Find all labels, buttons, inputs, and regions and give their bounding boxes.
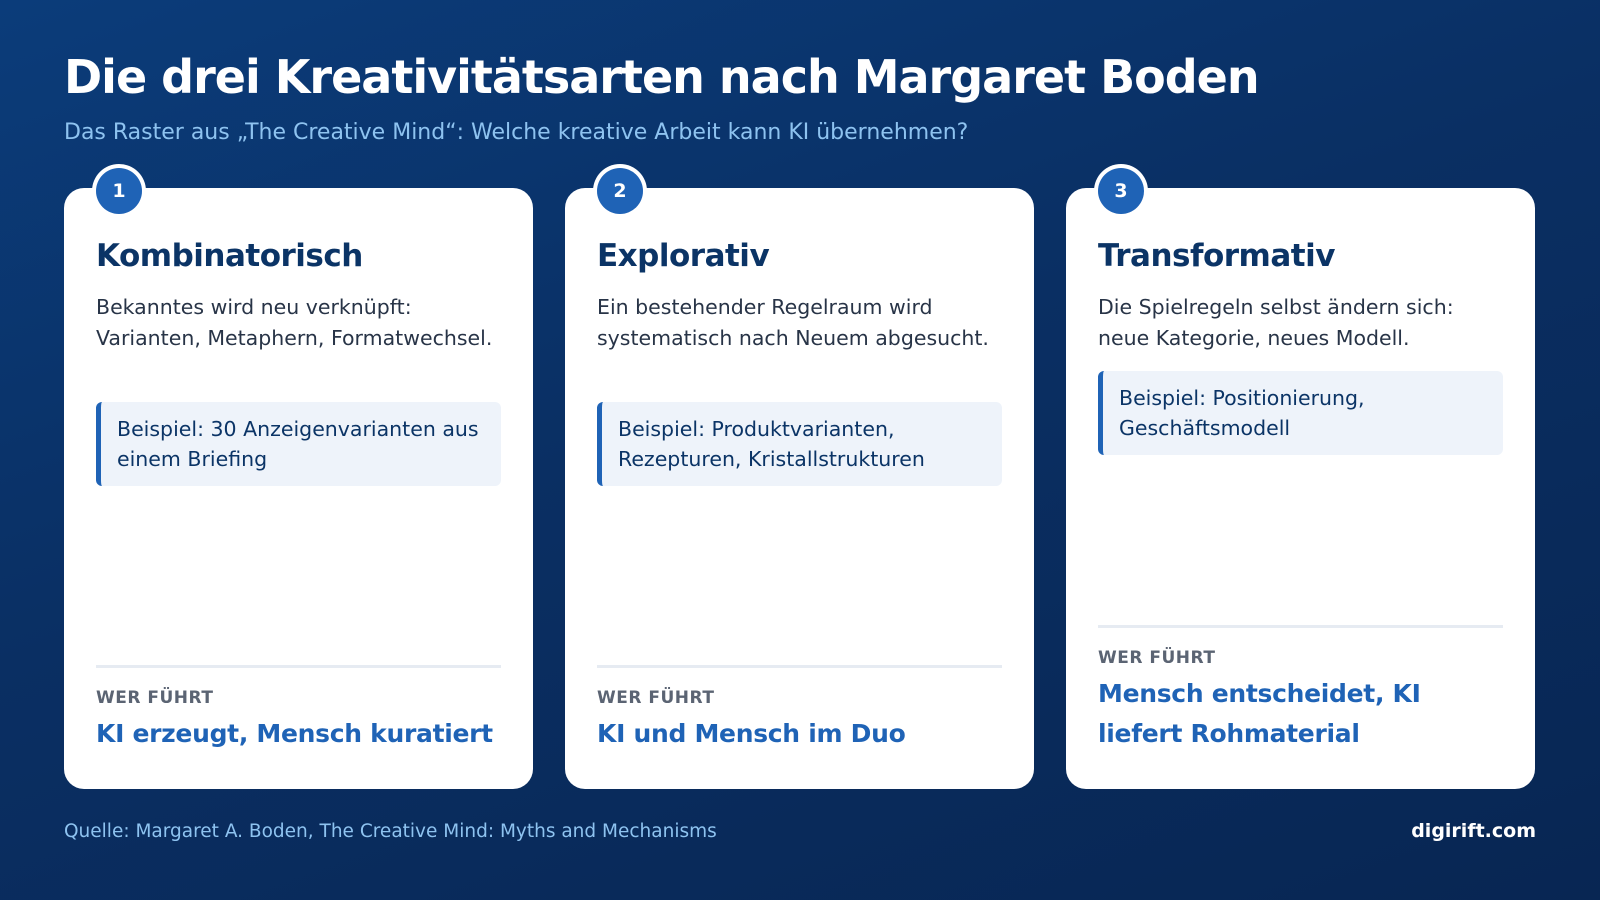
lead-label: WER FÜHRT xyxy=(96,688,214,708)
card-number-badge: 2 xyxy=(597,168,643,214)
card-divider xyxy=(1098,625,1503,628)
lead-label: WER FÜHRT xyxy=(597,688,715,708)
source-citation: Quelle: Margaret A. Boden, The Creative … xyxy=(64,821,717,842)
card-example: Beispiel: 30 Anzeigenvarianten aus einem… xyxy=(96,402,501,486)
card-divider xyxy=(96,665,501,668)
page-subtitle: Das Raster aus „The Creative Mind“: Welc… xyxy=(64,120,969,145)
card-transformativ: 3 Transformativ Die Spielregeln selbst ä… xyxy=(1066,168,1535,789)
card-title: Explorativ xyxy=(597,238,770,274)
lead-label: WER FÜHRT xyxy=(1098,648,1216,668)
card-description: Ein bestehender Regelraum wird systemati… xyxy=(597,295,989,350)
card-title: Kombinatorisch xyxy=(96,238,363,274)
card-divider xyxy=(597,665,1002,668)
card-example: Beispiel: Positionierung, Geschäftsmodel… xyxy=(1098,371,1503,455)
lead-value: Mensch entscheidet, KI liefert Rohmateri… xyxy=(1098,679,1421,748)
brand-logo-text: digirift.com xyxy=(1411,820,1536,842)
card-explorativ: 2 Explorativ Ein bestehender Regelraum w… xyxy=(565,168,1034,789)
card-description: Bekanntes wird neu verknüpft: Varianten,… xyxy=(96,295,493,350)
card-example: Beispiel: Produktvarianten, Rezepturen, … xyxy=(597,402,1002,486)
card-title: Transformativ xyxy=(1098,238,1335,274)
page-title: Die drei Kreativitätsarten nach Margaret… xyxy=(64,50,1260,104)
card-number-badge: 3 xyxy=(1098,168,1144,214)
lead-value: KI erzeugt, Mensch kuratiert xyxy=(96,719,493,748)
lead-value: KI und Mensch im Duo xyxy=(597,719,906,748)
card-number-badge: 1 xyxy=(96,168,142,214)
card-kombinatorisch: 1 Kombinatorisch Bekanntes wird neu verk… xyxy=(64,168,533,789)
card-description: Die Spielregeln selbst ändern sich: neue… xyxy=(1098,295,1454,350)
